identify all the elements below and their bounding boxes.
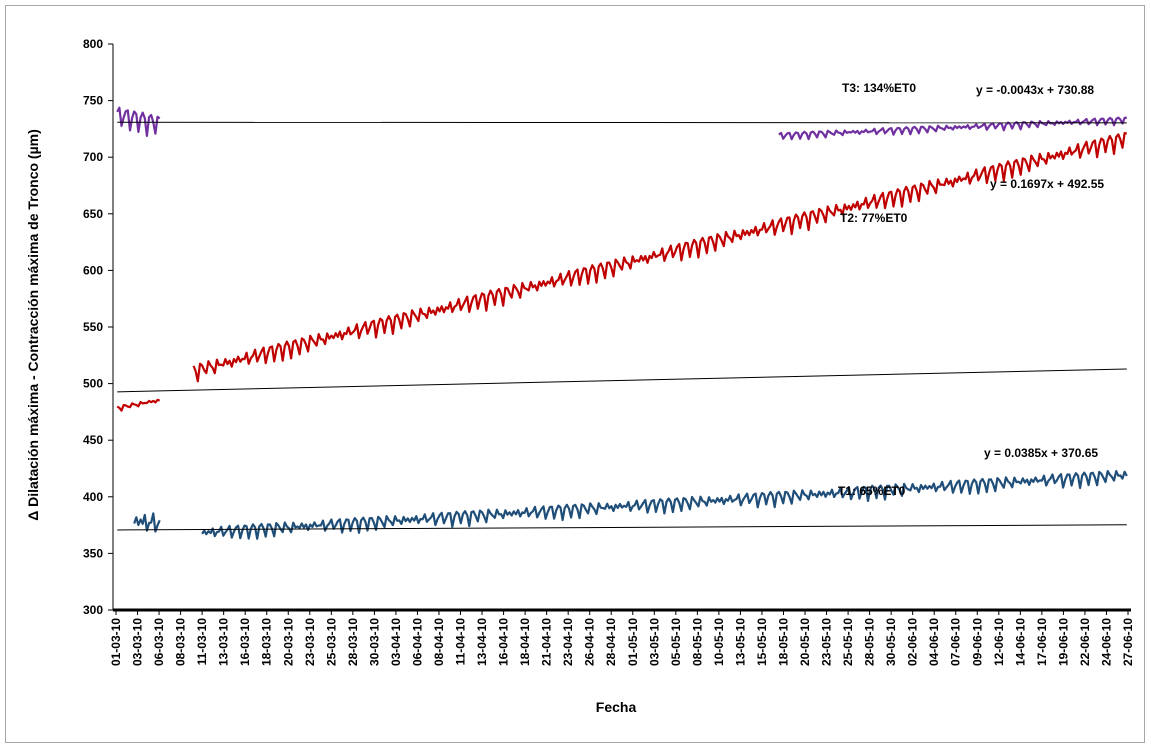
- x-tick-label: 04-06-10: [927, 618, 941, 666]
- y-tick-label: 650: [83, 207, 103, 221]
- trendline-equation-t1: y = 0.0385x + 370.65: [984, 446, 1098, 460]
- x-tick-label: 13-04-10: [475, 618, 489, 666]
- trendline: [117, 524, 1127, 531]
- series-layer: [116, 106, 1128, 540]
- series-line-segment: [201, 470, 1128, 540]
- y-tick-label: 300: [83, 603, 103, 617]
- x-tick-label: 16-03-10: [238, 618, 252, 666]
- x-tick-label: 08-04-10: [432, 618, 446, 666]
- y-tick-label: 500: [83, 377, 103, 391]
- x-tick-label: 21-04-10: [540, 618, 554, 666]
- x-tick-label: 23-03-10: [303, 618, 317, 666]
- x-tick-label: 01-03-10: [109, 618, 123, 666]
- x-tick-label: 18-05-10: [776, 618, 790, 666]
- x-tick-label: 11-03-10: [195, 618, 209, 666]
- x-tick-label: 06-03-10: [152, 618, 166, 666]
- y-tick-label: 800: [83, 37, 103, 51]
- x-tick-label: 26-04-10: [583, 618, 597, 666]
- x-tick-label: 09-06-10: [970, 618, 984, 666]
- series-line-segment: [116, 106, 161, 137]
- series-label-t3: T3: 134%ET0: [842, 81, 916, 95]
- x-tick-label: 18-04-10: [518, 618, 532, 666]
- x-tick-label: 05-05-10: [669, 618, 683, 666]
- x-tick-label: 08-03-10: [174, 618, 188, 666]
- x-tick-label: 03-03-10: [131, 618, 145, 666]
- x-tick-label: 28-05-10: [863, 618, 877, 666]
- x-tick-label: 13-03-10: [217, 618, 231, 666]
- series-line-segment: [116, 398, 161, 412]
- trendline-equation-t3: y = -0.0043x + 730.88: [976, 83, 1094, 97]
- y-tick-label: 600: [83, 263, 103, 277]
- x-tick-label: 03-05-10: [647, 618, 661, 666]
- x-tick-label: 22-06-10: [1078, 618, 1092, 666]
- y-tick-label: 400: [83, 490, 103, 504]
- x-tick-label: 30-03-10: [367, 618, 381, 666]
- x-tick-label: 13-05-10: [733, 618, 747, 666]
- x-tick-label: 02-06-10: [906, 618, 920, 666]
- x-tick-label: 27-06-10: [1121, 618, 1135, 666]
- trendline-equation-t2: y = 0.1697x + 492.55: [990, 177, 1104, 191]
- x-tick-label: 15-05-10: [755, 618, 769, 666]
- series-label-t1: T1: 65%ET0: [838, 484, 906, 498]
- x-tick-label: 16-04-10: [497, 618, 511, 666]
- x-tick-label: 23-05-10: [820, 618, 834, 666]
- x-tick-label: 14-06-10: [1013, 618, 1027, 666]
- x-tick-label: 30-05-10: [884, 618, 898, 666]
- x-axis-title: Fecha: [596, 699, 637, 715]
- y-tick-label: 450: [83, 433, 103, 447]
- series-line-segment: [192, 132, 1128, 383]
- trendline: [117, 368, 1127, 393]
- x-tick-label: 03-04-10: [389, 618, 403, 666]
- trendline: [117, 121, 1127, 124]
- axis-layer: 300 350 400 450 500 550 600 650 700 750 800 01-03-1…: [83, 37, 1135, 666]
- x-tick-label: 25-05-10: [841, 618, 855, 666]
- x-tick-label: 10-05-10: [712, 618, 726, 666]
- x-tick-label: 28-04-10: [604, 618, 618, 666]
- x-tick-label: 23-04-10: [561, 618, 575, 666]
- series-line-segment: [778, 116, 1127, 141]
- y-tick-label: 700: [83, 150, 103, 164]
- y-tick-label: 350: [83, 546, 103, 560]
- x-tick-label: 20-03-10: [281, 618, 295, 666]
- x-tick-label: 24-06-10: [1099, 618, 1113, 666]
- x-tick-label: 25-03-10: [324, 618, 338, 666]
- x-tick-label: 12-06-10: [992, 618, 1006, 666]
- x-tick-label: 18-03-10: [260, 618, 274, 666]
- trendline-layer: [117, 121, 1127, 531]
- x-tick-label: 01-05-10: [626, 618, 640, 666]
- series-label-t2: T2: 77%ET0: [840, 211, 908, 225]
- x-tick-label: 20-05-10: [798, 618, 812, 666]
- series-line-segment: [133, 512, 161, 533]
- y-axis-title: Δ Dilatación máxima - Contracción máxima…: [25, 129, 41, 521]
- x-tick-label: 07-06-10: [949, 618, 963, 666]
- x-tick-label: 11-04-10: [454, 618, 468, 666]
- x-tick-label: 28-03-10: [346, 618, 360, 666]
- x-tick-label: 17-06-10: [1035, 618, 1049, 666]
- x-tick-label: 06-04-10: [410, 618, 424, 666]
- y-tick-label: 750: [83, 94, 103, 108]
- y-tick-label: 550: [83, 320, 103, 334]
- x-tick-label: 19-06-10: [1056, 618, 1070, 666]
- x-tick-label: 08-05-10: [690, 618, 704, 666]
